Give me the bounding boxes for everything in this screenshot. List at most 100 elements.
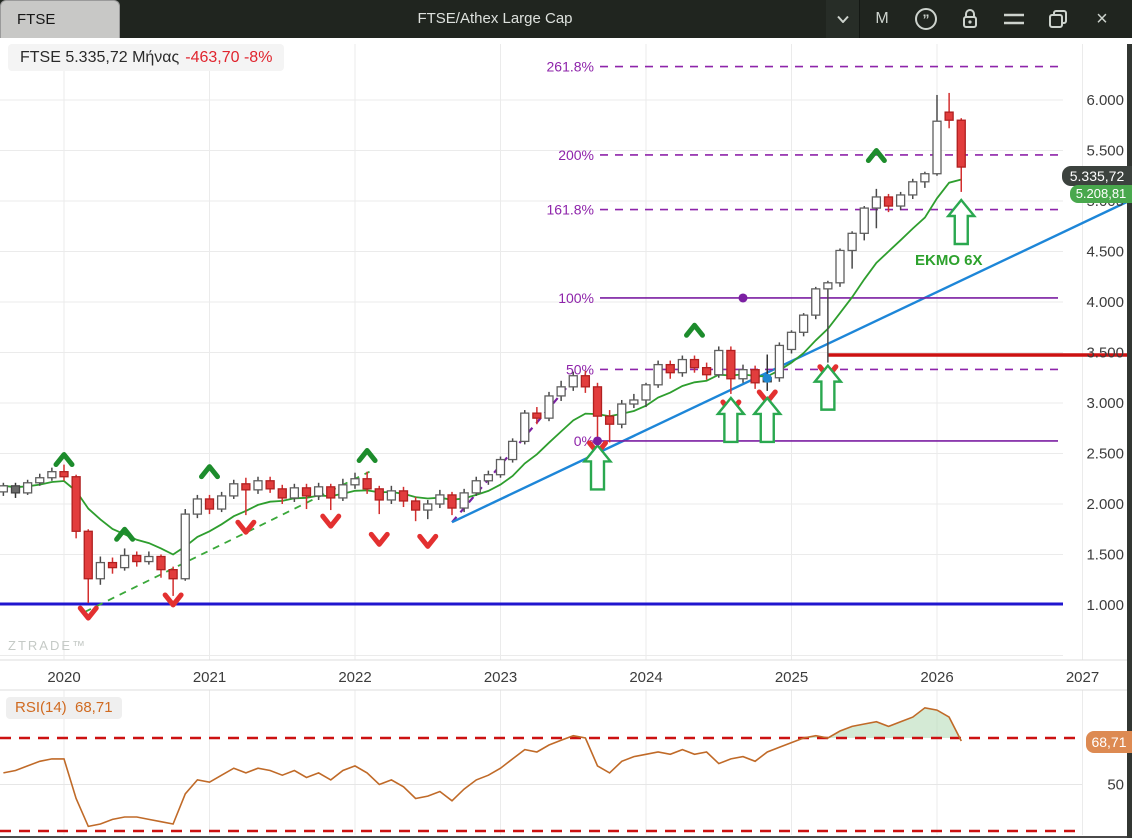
fib-anchor-dot — [593, 436, 602, 446]
candle — [774, 344, 785, 379]
buy-chevron-marker — [356, 448, 378, 464]
candle — [689, 358, 700, 369]
candle — [180, 513, 190, 580]
up-arrow-marker — [751, 396, 783, 444]
year-tick-label: 2026 — [920, 669, 953, 686]
fib-anchor-dot — [738, 293, 748, 303]
candle — [883, 196, 894, 207]
sell-chevron-marker — [417, 533, 439, 549]
price-tick-label: 4.500 — [1086, 244, 1124, 261]
rsi-line — [3, 706, 963, 828]
candle — [423, 503, 433, 511]
candle — [386, 490, 397, 501]
up-arrow-marker — [945, 198, 977, 246]
year-tick-label: 2023 — [484, 669, 517, 686]
ema-line — [3, 178, 962, 556]
candle — [592, 386, 603, 417]
rsi-indicator-value: 68,71 — [66, 697, 122, 719]
candle — [944, 111, 954, 121]
year-tick-label: 2022 — [338, 669, 371, 686]
close-icon[interactable]: × — [1096, 7, 1108, 30]
ema-value-badge: 5.208,81 — [1070, 185, 1132, 203]
candle — [738, 369, 748, 380]
candle — [265, 480, 275, 490]
candle — [629, 399, 639, 405]
legend-symbol-price: FTSE 5.335,72 Μήνας — [20, 49, 180, 66]
fib-label: 261.8% — [547, 59, 594, 75]
candle — [398, 490, 409, 502]
candle — [641, 384, 651, 401]
candle — [811, 288, 821, 316]
candle — [168, 569, 178, 580]
sell-chevron-marker — [162, 592, 184, 608]
candle — [617, 403, 627, 425]
candle — [932, 120, 942, 175]
candle — [59, 471, 69, 478]
quotes-icon[interactable]: ” — [904, 0, 948, 38]
candle — [301, 487, 312, 497]
candle — [204, 498, 215, 510]
price-tick-label: 2.500 — [1086, 446, 1124, 463]
fib-label: 161.8% — [547, 202, 594, 218]
up-arrow-marker — [715, 396, 747, 444]
sell-chevron-marker — [235, 519, 257, 535]
candle — [35, 477, 45, 484]
svg-text:”: ” — [923, 11, 930, 27]
candlesticks — [0, 92, 966, 603]
candle — [847, 232, 857, 252]
fib-label: 200% — [558, 147, 594, 163]
candle — [859, 207, 869, 234]
ema — [3, 178, 962, 556]
right-edge-strip — [1127, 44, 1132, 838]
candle — [871, 196, 882, 209]
year-tick-label: 2020 — [47, 669, 80, 686]
candle — [701, 366, 712, 376]
candle — [507, 440, 518, 461]
candle — [192, 498, 203, 515]
candle — [823, 282, 833, 290]
candle — [289, 487, 300, 499]
candle — [726, 349, 736, 380]
lock-icon[interactable] — [948, 0, 992, 38]
price-tick-label: 2.000 — [1086, 496, 1124, 513]
candle — [568, 375, 578, 388]
candle — [653, 363, 663, 386]
interval-monthly-label[interactable]: M — [875, 10, 889, 27]
candle — [495, 458, 506, 476]
window-title: FTSE/Athex Large Cap — [417, 10, 573, 27]
chevron-down-icon[interactable] — [826, 0, 860, 38]
year-tick-label: 2024 — [629, 669, 662, 686]
ema-label: EKMO 6X — [915, 252, 983, 269]
candle — [895, 194, 906, 207]
support-trendline-blue — [451, 198, 1132, 524]
candle — [10, 485, 21, 494]
candle — [835, 249, 845, 284]
buy-chevron-marker — [684, 322, 705, 338]
fibonacci-levels: 261.8%200%161.8%100%50%0% — [547, 59, 1058, 449]
window-controls: M ” × — [826, 0, 1124, 38]
candle — [459, 492, 469, 509]
candle — [520, 412, 530, 443]
fib-label: 100% — [558, 290, 594, 306]
candle — [435, 494, 445, 505]
candle — [447, 494, 457, 509]
rsi-indicator-label: RSI(14) — [6, 697, 76, 719]
candle — [677, 358, 688, 374]
candle — [277, 488, 287, 499]
candle — [119, 554, 130, 569]
menu-icon[interactable] — [992, 0, 1036, 38]
restore-window-icon[interactable] — [1036, 0, 1080, 38]
tab-ftse[interactable]: FTSE — [0, 0, 120, 38]
sell-chevron-marker — [77, 605, 99, 621]
candle — [107, 561, 118, 569]
candle — [132, 554, 142, 563]
candle — [216, 495, 227, 510]
candle — [47, 471, 57, 479]
instrument-legend: FTSE 5.335,72 Μήνας -463,70 -8% — [8, 44, 285, 71]
candle — [604, 415, 615, 425]
year-tick-label: 2027 — [1066, 669, 1099, 686]
candle — [350, 478, 360, 486]
candle — [22, 482, 33, 494]
